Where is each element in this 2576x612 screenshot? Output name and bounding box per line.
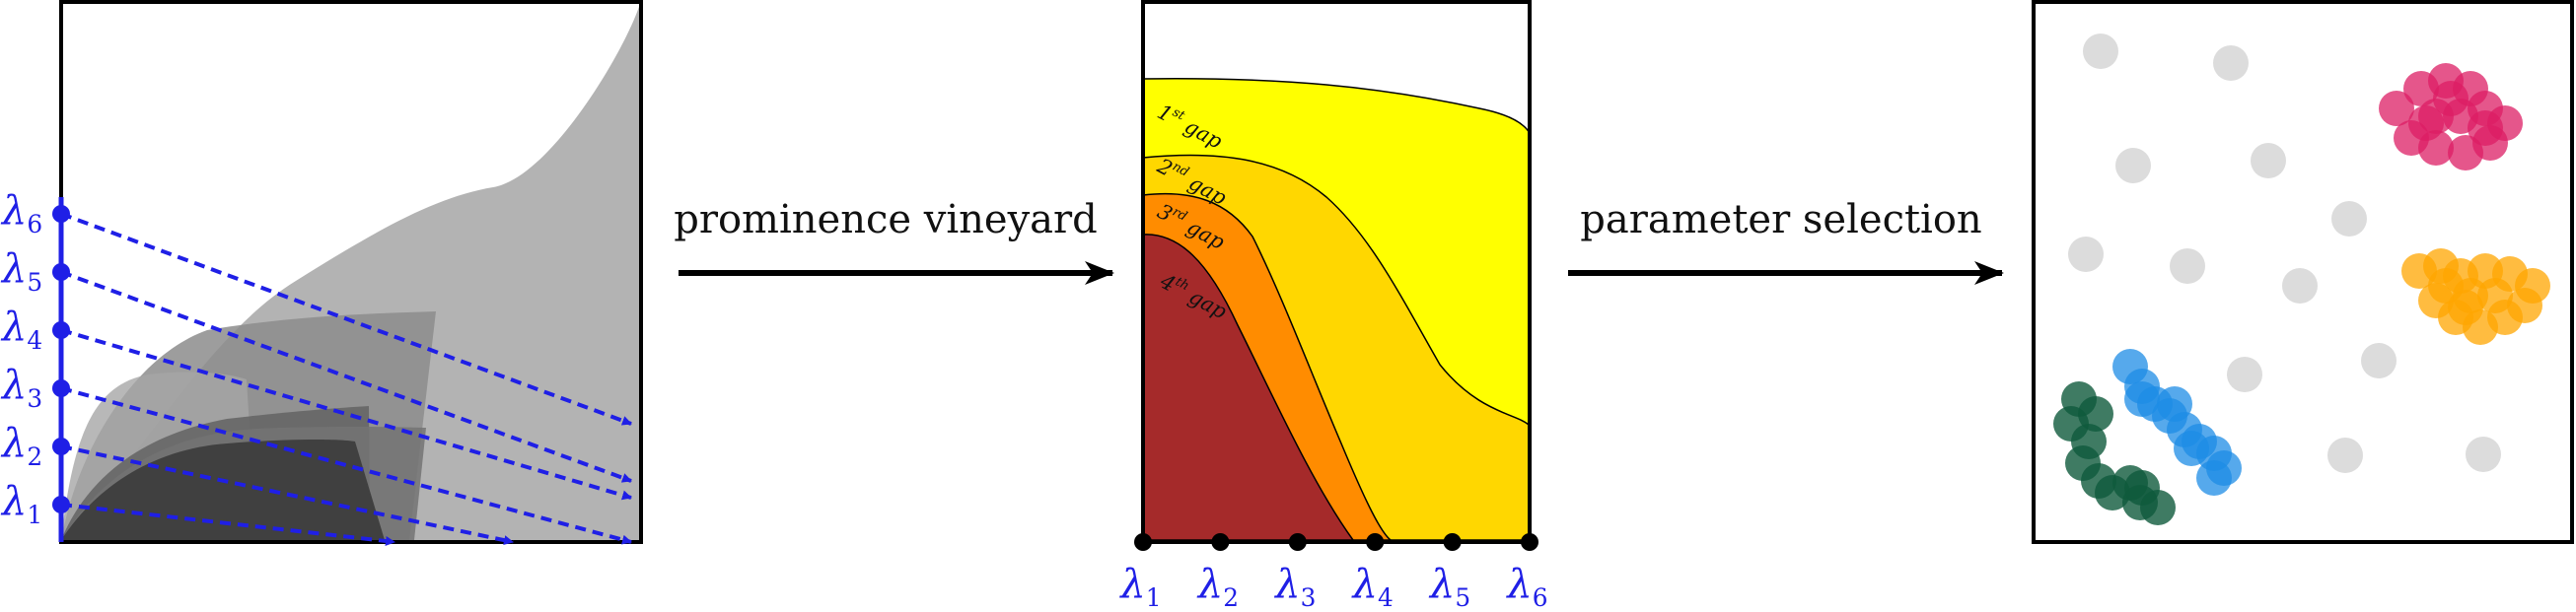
pink-cluster-point: [2433, 81, 2469, 116]
lambda-sweeps: [52, 197, 632, 546]
noise-point: [2213, 45, 2249, 81]
lambda-label-1: λ1: [0, 479, 42, 529]
clustering-panel: [2032, 0, 2574, 544]
gap-suffix: nd: [1170, 160, 1191, 180]
lambda-symbol: λ: [1196, 562, 1223, 607]
axis-tick-3: [1288, 533, 1307, 551]
pink-cluster-point: [2448, 135, 2483, 170]
lambda-label-4: λ4: [0, 305, 42, 355]
gap-suffix: rd: [1170, 205, 1189, 225]
axis-tick-4: [1366, 533, 1385, 551]
lambda-symbol: λ: [0, 363, 27, 408]
lambda-sweep-4: [60, 328, 632, 501]
noise-point: [2068, 237, 2104, 272]
lambda-index: 6: [27, 210, 42, 238]
lambda-index: 5: [1455, 583, 1470, 612]
lambda-index: 4: [1378, 583, 1394, 612]
lambda-index: 3: [1301, 583, 1317, 612]
axis-tick-5: [1443, 533, 1462, 551]
gap-region-4: [1142, 234, 1355, 541]
lambda-index: 4: [27, 326, 42, 355]
lambda-symbol: λ: [1118, 562, 1145, 607]
lambda-index: 5: [27, 268, 42, 297]
noise-point: [2170, 248, 2205, 284]
blue-cluster-point: [2157, 386, 2192, 422]
parameter-selection-label: parameter selection: [1580, 197, 1981, 242]
lambda-label-2: λ2: [0, 421, 42, 471]
lambda-sweep-5: [60, 270, 632, 483]
blue-cluster-point: [2196, 460, 2232, 496]
noise-point: [2251, 143, 2286, 178]
lambda-sweep-2: [60, 444, 514, 546]
lambda-symbol: λ: [1505, 562, 1532, 607]
noise-point: [2115, 148, 2151, 183]
prominence-vineyard-label: prominence vineyard: [674, 197, 1098, 242]
blue-cluster-point: [2174, 431, 2209, 466]
lambda-symbol: λ: [1273, 562, 1300, 607]
lambda-symbol: λ: [0, 421, 27, 466]
cluster-points: [2053, 34, 2550, 525]
noise-point: [2282, 268, 2318, 304]
lambda-index: 1: [27, 501, 42, 529]
lambda-index: 3: [27, 384, 42, 413]
lambda-sweep-6: [60, 212, 632, 426]
axis-lambda-label-1: λ1: [1118, 562, 1161, 612]
axis-lambda-label-2: λ2: [1196, 562, 1239, 612]
pink-cluster-point: [2379, 91, 2414, 126]
lambda-label-3: λ3: [0, 363, 42, 413]
lambda-sweep-1: [60, 503, 395, 546]
lambda-index: 6: [1533, 583, 1548, 612]
lambda-sweep-3: [60, 386, 632, 545]
blue-cluster-point: [2124, 381, 2160, 417]
lambda-symbol: λ: [1428, 562, 1455, 607]
noise-point: [2083, 34, 2118, 69]
lambda-label-6: λ6: [0, 188, 42, 238]
pink-cluster-point: [2408, 105, 2444, 141]
green-cluster-point: [2078, 396, 2113, 432]
noise-point: [2361, 343, 2397, 378]
axis-tick-2: [1211, 533, 1230, 551]
gap-suffix: th: [1173, 275, 1191, 295]
lambda-axis-ticks: λ1 λ2 λ3 λ4 λ5 λ6: [1118, 533, 1548, 612]
lambda-index: 1: [1146, 583, 1162, 612]
vineyard-frame: [1141, 0, 1532, 544]
lambda-symbol: λ: [0, 305, 27, 350]
orange-cluster-point: [2477, 278, 2513, 313]
axis-tick-6: [1521, 533, 1538, 551]
axis-lambda-label-6: λ6: [1505, 562, 1547, 612]
noise-point: [2331, 201, 2367, 237]
prominence-vineyard-arrow: prominence vineyard: [674, 197, 1114, 285]
axis-lambda-label-3: λ3: [1273, 562, 1316, 612]
lambda-symbol: λ: [0, 479, 27, 524]
axis-lambda-label-4: λ4: [1351, 562, 1394, 612]
lambda-index: 2: [27, 442, 42, 471]
axis-tick-1: [1134, 533, 1152, 551]
noise-point: [2327, 438, 2363, 473]
noise-point: [2227, 357, 2262, 392]
pink-cluster-point: [2468, 110, 2503, 146]
lambda-symbol: λ: [0, 246, 27, 292]
orange-cluster-point: [2448, 290, 2483, 325]
noise-point: [2466, 437, 2501, 472]
axis-lambda-label-5: λ5: [1428, 562, 1470, 612]
green-cluster-point: [2124, 470, 2160, 506]
lambda-index: 2: [1223, 583, 1239, 612]
lambda-symbol: λ: [0, 188, 27, 234]
lambda-symbol: λ: [1351, 562, 1378, 607]
lambda-label-5: λ5: [0, 246, 42, 297]
parameter-selection-arrow: parameter selection: [1568, 197, 2004, 285]
